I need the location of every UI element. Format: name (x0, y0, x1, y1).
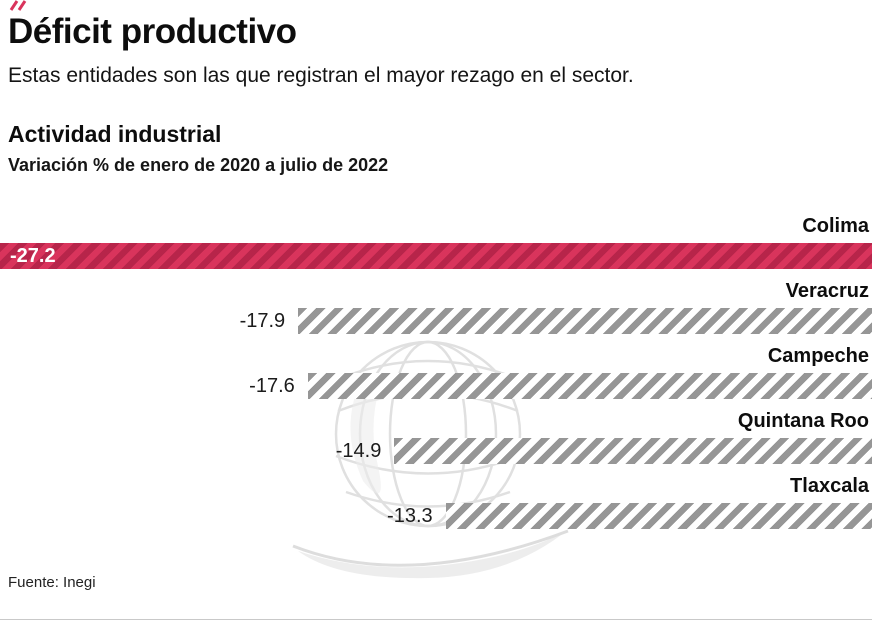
value-label-tlaxcala: -13.3 (387, 505, 433, 527)
page-title: Déficit productivo (8, 12, 297, 51)
bar-group-quintana-roo: Quintana Roo -14.9 (0, 409, 872, 464)
category-label-quintana-roo: Quintana Roo (737, 410, 869, 432)
source-note: Fuente: Inegi (8, 574, 96, 591)
bar-campeche (307, 373, 872, 399)
bar-chart: Colima -27.2 Veracruz -17.9 Campeche -17.6 Qui… (0, 214, 872, 529)
chart-subtitle: Variación % de enero de 2020 a julio de … (8, 155, 389, 175)
category-label-colima: Colima (802, 215, 869, 237)
bar-track-quintana-roo: -14.9 (0, 438, 872, 464)
bar-group-tlaxcala: Tlaxcala -13.3 (0, 474, 872, 529)
bar-group-colima: Colima -27.2 (0, 214, 872, 269)
bar-colima: -27.2 (0, 243, 872, 269)
page-subtitle: Estas entidades son las que registran el… (8, 63, 634, 87)
category-label-veracruz: Veracruz (785, 280, 869, 302)
value-label-quintana-roo: -14.9 (335, 440, 382, 462)
bar-track-campeche: -17.6 (0, 373, 872, 399)
value-label-veracruz: -17.9 (239, 310, 286, 332)
bar-veracruz (298, 308, 872, 334)
bar-tlaxcala (445, 503, 872, 529)
bar-quintana-roo (394, 438, 872, 464)
bar-track-veracruz: -17.9 (0, 308, 872, 334)
value-label-campeche: -17.6 (249, 375, 295, 397)
category-label-tlaxcala: Tlaxcala (790, 475, 869, 497)
bar-track-colima: -27.2 (0, 243, 872, 269)
bar-group-campeche: Campeche -17.6 (0, 344, 872, 399)
bar-track-tlaxcala: -13.3 (0, 503, 872, 529)
category-label-campeche: Campeche (767, 345, 869, 367)
value-label-colima: -27.2 (10, 245, 56, 267)
brand-slash-icon (9, 0, 27, 11)
bar-group-veracruz: Veracruz -17.9 (0, 279, 872, 334)
chart-title: Actividad industrial (8, 121, 222, 147)
